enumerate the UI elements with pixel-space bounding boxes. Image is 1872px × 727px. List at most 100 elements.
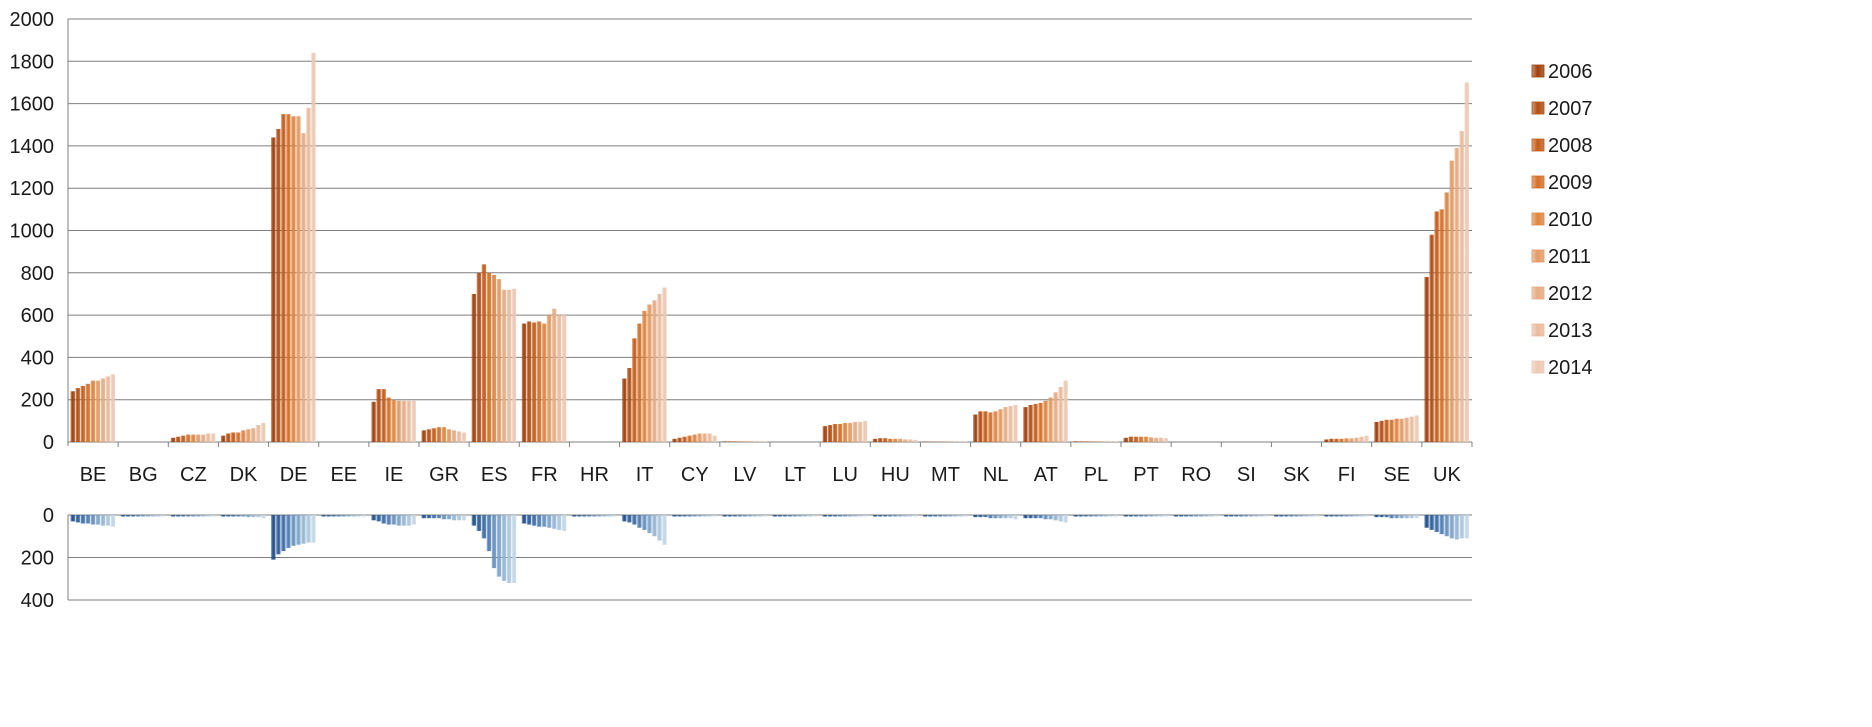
- lower-bar-IE-2006: [371, 515, 376, 521]
- upper-bar-PL-2006: [1073, 441, 1078, 442]
- lower-y-tick-label: 400: [21, 590, 54, 612]
- lower-bar-UK-2014: [1464, 515, 1469, 539]
- lower-bar-SI-2013: [1258, 515, 1264, 517]
- upper-bar-CY-2007: [677, 437, 682, 442]
- upper-bar-NL-2008: [983, 411, 988, 442]
- category-label: FR: [531, 464, 558, 486]
- lower-bar-PT-2006: [1123, 515, 1128, 517]
- legend-label: 2011: [1548, 246, 1591, 268]
- upper-bar-FI-2010: [1344, 438, 1349, 442]
- lower-bar-SI-2014: [1263, 515, 1269, 517]
- legend: 2006 2007 2008 2009 2010 2011 2012 2013 2014: [1531, 61, 1593, 379]
- upper-bar-CZ-2011: [195, 434, 201, 442]
- lower-bar-ES-2009: [486, 515, 492, 552]
- upper-bar-FR-2013: [556, 315, 562, 442]
- upper-bar-NL-2007: [978, 411, 983, 442]
- upper-bar-DE-2011: [296, 116, 301, 442]
- upper-bar-CZ-2007: [175, 436, 181, 442]
- category-label: MT: [931, 464, 960, 486]
- upper-bar-DK-2006: [220, 435, 226, 442]
- lower-bar-UK-2007: [1429, 515, 1434, 530]
- lower-bar-IE-2007: [376, 515, 381, 522]
- category-label: RO: [1181, 464, 1211, 486]
- lower-bar-LT-2006: [772, 515, 777, 517]
- upper-bar-IT-2006: [622, 378, 627, 442]
- upper-bar-CY-2009: [687, 435, 692, 442]
- lower-bar-LU-2011: [847, 515, 853, 517]
- lower-bar-DK-2008: [230, 515, 236, 517]
- lower-bar-SI-2009: [1238, 515, 1244, 517]
- lower-bar-IE-2012: [401, 515, 406, 526]
- legend-swatch: [1531, 101, 1545, 115]
- lower-bar-NL-2006: [973, 515, 978, 518]
- upper-bar-NL-2013: [1008, 406, 1013, 442]
- upper-bar-NL-2009: [988, 412, 993, 442]
- lower-bar-GR-2011: [446, 515, 451, 520]
- upper-bar-IE-2013: [406, 400, 411, 442]
- upper-bar-CZ-2012: [200, 434, 206, 442]
- upper-bar-FI-2012: [1354, 437, 1359, 442]
- category-axis: BE BG CZ DK DE EE IE GR ES FR HR IT CY LV LT LU HU MT NL AT…: [80, 442, 1473, 486]
- upper-bar-FI-2009: [1339, 438, 1344, 442]
- upper-bar-AT-2013: [1058, 387, 1063, 442]
- lower-bar-HR-2009: [586, 515, 592, 517]
- upper-bar-ES-2011: [496, 279, 502, 442]
- upper-bar-CZ-2014: [210, 433, 216, 442]
- upper-bar-DE-2014: [311, 52, 316, 443]
- upper-bar-ES-2006: [471, 293, 477, 442]
- lower-bar-ES-2008: [481, 515, 487, 539]
- lower-bar-GR-2012: [451, 515, 456, 521]
- lower-bar-GR-2007: [426, 515, 431, 519]
- lower-bar-LV-2006: [722, 515, 727, 517]
- upper-bar-CZ-2009: [185, 434, 191, 442]
- legend-swatch: [1531, 323, 1545, 337]
- upper-bars: [70, 52, 1469, 443]
- upper-bar-HU-2006: [872, 438, 878, 442]
- legend-swatch: [1531, 249, 1545, 263]
- lower-bar-FI-2012: [1354, 515, 1359, 517]
- lower-bar-ES-2011: [496, 515, 502, 577]
- lower-bar-HU-2010: [892, 515, 898, 517]
- lower-bar-RO-2007: [1178, 515, 1184, 517]
- lower-bar-BE-2013: [105, 515, 111, 526]
- upper-bar-CY-2014: [712, 435, 717, 442]
- lower-bar-CY-2009: [687, 515, 692, 517]
- lower-bar-NL-2009: [988, 515, 993, 519]
- lower-bar-IE-2011: [396, 515, 401, 526]
- upper-bar-LV-2008: [732, 441, 737, 442]
- lower-bar-CZ-2009: [185, 515, 191, 517]
- upper-bar-DE-2013: [306, 107, 311, 442]
- lower-bar-UK-2008: [1434, 515, 1439, 532]
- legend-label: 2010: [1548, 209, 1593, 231]
- lower-bar-HR-2008: [581, 515, 587, 517]
- lower-bar-LU-2010: [842, 515, 848, 517]
- lower-bar-MT-2008: [932, 515, 938, 517]
- lower-bar-SK-2006: [1273, 515, 1279, 517]
- upper-bar-UK-2011: [1449, 160, 1454, 442]
- upper-bar-AT-2011: [1048, 397, 1053, 442]
- upper-bar-GR-2010: [441, 427, 446, 442]
- lower-bar-RO-2006: [1173, 515, 1179, 517]
- lower-bar-DK-2010: [240, 515, 246, 517]
- lower-y-tick-label: 200: [21, 548, 54, 570]
- upper-bar-HU-2014: [912, 439, 918, 442]
- upper-bar-FI-2006: [1324, 439, 1329, 442]
- lower-bar-FR-2010: [541, 515, 547, 527]
- lower-bar-HU-2012: [902, 515, 908, 517]
- upper-bar-DE-2006: [271, 137, 276, 442]
- lower-bar-DK-2009: [235, 515, 241, 517]
- upper-bar-GR-2009: [436, 427, 441, 442]
- lower-bar-IT-2009: [637, 515, 642, 528]
- lower-bar-SI-2006: [1223, 515, 1229, 517]
- lower-bar-SE-2011: [1399, 515, 1404, 519]
- upper-y-tick-label: 400: [21, 347, 54, 369]
- lower-bar-IT-2010: [642, 515, 647, 530]
- lower-bar-FI-2008: [1334, 515, 1339, 517]
- lower-bar-HU-2006: [872, 515, 878, 517]
- upper-y-tick-label: 1600: [10, 94, 55, 116]
- lower-bar-CZ-2010: [190, 515, 196, 517]
- lower-bar-EE-2013: [356, 515, 361, 517]
- lower-bar-SE-2013: [1409, 515, 1414, 519]
- lower-bar-BE-2011: [95, 515, 100, 525]
